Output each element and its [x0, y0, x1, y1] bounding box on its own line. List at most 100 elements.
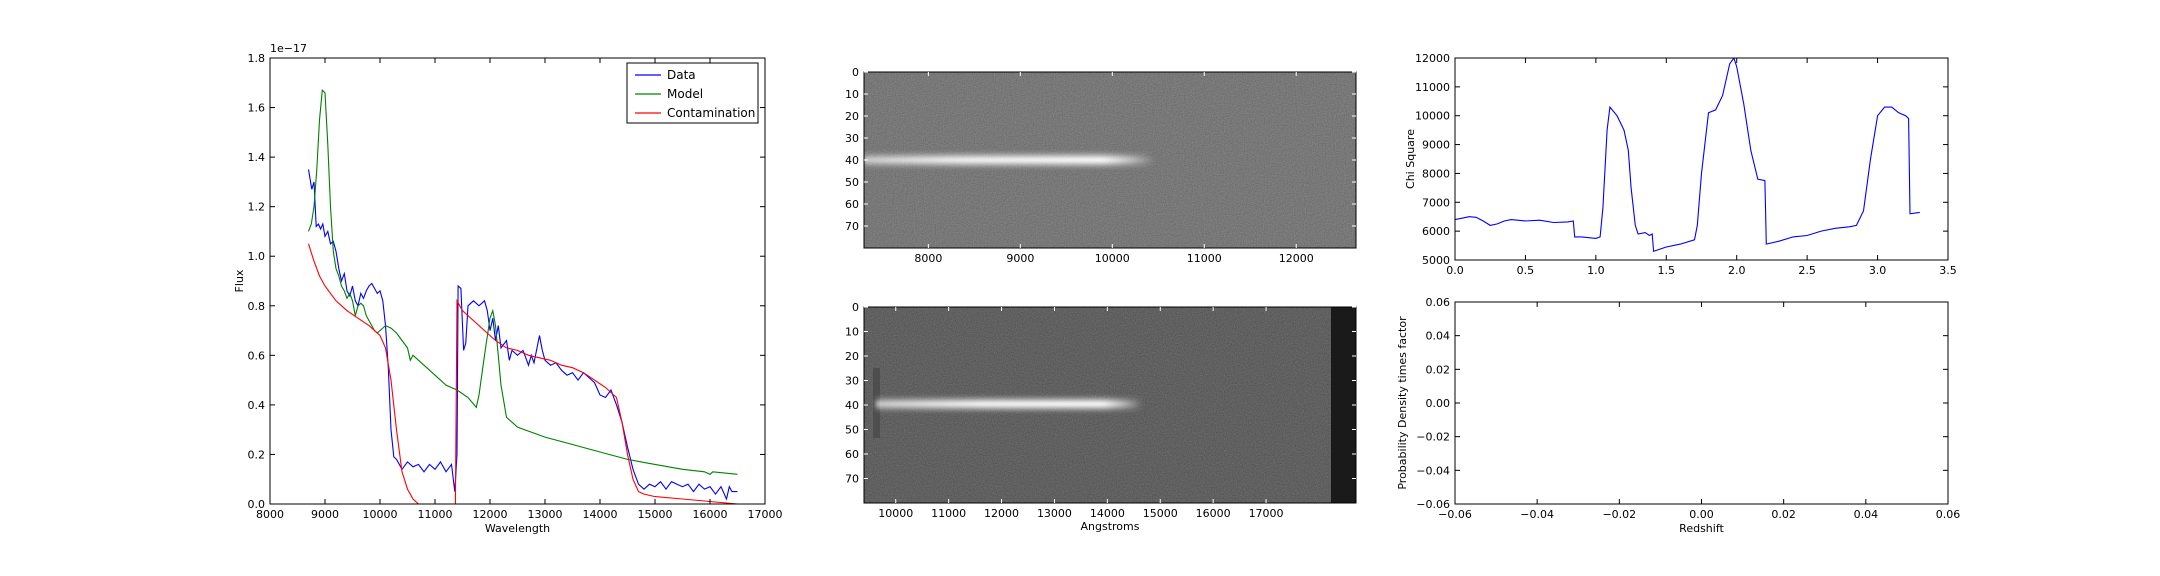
spectrum-ytick-label: 0.4: [248, 399, 266, 412]
spectrum-xtick-label: 16000: [693, 508, 728, 521]
spectrum-xtick-label: 11000: [418, 508, 453, 521]
chi-square-ytick-label: 10000: [1415, 110, 1450, 123]
redshift-pdf-ytick-label: −0.06: [1416, 498, 1450, 511]
legend-label-model: Model: [667, 87, 703, 101]
image-bottom-xtick-label: 14000: [1090, 507, 1125, 520]
chi-square-xtick-label: 2.5: [1798, 264, 1816, 277]
image-bottom-ytick-label: 70: [845, 473, 859, 486]
image-bottom-ytick-label: 40: [845, 399, 859, 412]
redshift-pdf-ytick-label: 0.06: [1426, 296, 1451, 309]
chi-square-ytick-label: 5000: [1422, 254, 1450, 267]
redshift-pdf-x-axis-label: Redshift: [1679, 522, 1724, 535]
spectrum-xtick-label: 12000: [473, 508, 508, 521]
image-bottom-xtick-label: 13000: [1037, 507, 1072, 520]
spectrum-image-bottom: 10000 11000 12000 13000 14000 15000 16000 17000…: [845, 301, 1357, 533]
spectrum-axes-frame: [269, 57, 766, 505]
redshift-pdf-xtick-label: 0.02: [1771, 508, 1796, 521]
image-top-ytick-label: 70: [845, 220, 859, 233]
image-top-xtick-label: 8000: [914, 252, 942, 265]
spectrum-y-axis-label: Flux: [233, 269, 246, 292]
spectrum-image-top: 8000 9000 10000 11000 12000 0 10 20 30 40 50 60 70: [845, 66, 1357, 265]
image-bottom-xtick-label: 15000: [1143, 507, 1178, 520]
image-top-xtick-label: 10000: [1095, 252, 1130, 265]
spectrum-ytick-label: 1.6: [248, 102, 266, 115]
series-line-contamination: [307, 243, 738, 504]
redshift-pdf-axes-frame: [1454, 301, 1949, 505]
chi-square-plot: 0.0 0.5 1.0 1.5 2.0 2.5 3.0 3.5 5000 6000 7000 8000…: [1404, 52, 1957, 277]
redshift-pdf-xtick-label: −0.02: [1602, 508, 1636, 521]
legend-label-data: Data: [667, 68, 696, 82]
redshift-pdf-ytick-label: 0.02: [1426, 363, 1451, 376]
chi-square-xtick-label: 0.0: [1446, 264, 1464, 277]
spectrum-ytick-label: 0.6: [248, 349, 266, 362]
image-bottom-x-axis-label: Angstroms: [1081, 520, 1140, 533]
spectrum-legend: Data Model Contamination: [626, 62, 759, 124]
image-bottom-ytick-label: 20: [845, 350, 859, 363]
spectrum-x-axis-label: Wavelength: [485, 522, 550, 535]
image-bottom-trace: [876, 401, 1142, 407]
image-top-ytick-label: 20: [845, 110, 859, 123]
series-line-data: [307, 169, 738, 501]
spectrum-ytick-label: 1.4: [248, 151, 266, 164]
spectrum-xtick-label: 14000: [583, 508, 618, 521]
chi-square-ytick-label: 11000: [1415, 81, 1450, 94]
image-bottom-xtick-label: 10000: [878, 507, 913, 520]
redshift-pdf-xtick-label: −0.06: [1438, 508, 1472, 521]
chi-square-xtick-label: 2.0: [1728, 264, 1746, 277]
spectrum-series-layer: [307, 89, 738, 504]
image-bottom-ytick-label: 60: [845, 448, 859, 461]
spectrum-ytick-label: 0.2: [248, 448, 266, 461]
spectrum-xtick-label: 17000: [748, 508, 783, 521]
chi-square-xtick-label: 3.0: [1869, 264, 1887, 277]
redshift-pdf-ytick-label: −0.02: [1416, 431, 1450, 444]
redshift-pdf-xtick-label: 0.04: [1854, 508, 1879, 521]
redshift-pdf-plot: −0.06 −0.04 −0.02 0.00 0.02 0.04 0.06 −0.06 −0.0…: [1396, 296, 1960, 535]
spectrum-ytick-label: 0.8: [248, 300, 266, 313]
series-line-model: [307, 89, 738, 475]
image-top-trace: [864, 157, 1154, 163]
image-bottom-ytick-label: 10: [845, 326, 859, 339]
chi-square-xtick-label: 0.5: [1517, 264, 1535, 277]
spectrum-ytick-label: 0.0: [248, 498, 266, 511]
image-top-ytick-label: 0: [852, 66, 859, 79]
redshift-pdf-ytick-label: −0.04: [1416, 464, 1450, 477]
chi-square-ytick-label: 8000: [1422, 167, 1450, 180]
image-top-xtick-label: 11000: [1187, 252, 1222, 265]
image-top-xtick-label: 12000: [1279, 252, 1314, 265]
spectrum-xtick-label: 10000: [363, 508, 398, 521]
redshift-pdf-ytick-label: 0.04: [1426, 330, 1451, 343]
redshift-pdf-xtick-label: 0.06: [1936, 508, 1961, 521]
chi-square-y-axis-label: Chi Square: [1404, 129, 1417, 189]
spectrum-ytick-label: 1.8: [248, 52, 266, 65]
chi-square-axes-frame: [1454, 57, 1949, 261]
spectrum-xtick-label: 15000: [638, 508, 673, 521]
image-bottom-xtick-label: 16000: [1196, 507, 1231, 520]
image-bottom-xtick-label: 17000: [1249, 507, 1284, 520]
spectrum-ytick-label: 1.0: [248, 250, 266, 263]
spectrum-xtick-label: 13000: [528, 508, 563, 521]
chi-square-line: [1455, 58, 1920, 253]
chi-square-series-layer: [1455, 58, 1920, 253]
chi-square-ytick-label: 9000: [1422, 139, 1450, 152]
spectrum-plot: 8000 9000 10000 11000 12000 13000 14000 15000 16…: [233, 42, 783, 535]
image-top-ytick-label: 50: [845, 176, 859, 189]
legend-label-contamination: Contamination: [667, 106, 755, 120]
image-bottom-xtick-label: 12000: [984, 507, 1019, 520]
image-top-xtick-label: 9000: [1006, 252, 1034, 265]
chi-square-xtick-label: 3.5: [1939, 264, 1957, 277]
chi-square-xtick-label: 1.0: [1587, 264, 1605, 277]
spectrum-xtick-label: 8000: [256, 508, 284, 521]
chi-square-ytick-label: 12000: [1415, 52, 1450, 65]
image-bottom-ytick-label: 0: [852, 301, 859, 314]
redshift-pdf-xtick-label: −0.04: [1520, 508, 1554, 521]
legend-box: [626, 62, 759, 124]
spectrum-xtick-label: 9000: [311, 508, 339, 521]
chi-square-ytick-label: 7000: [1422, 196, 1450, 209]
image-bottom-xtick-label: 11000: [931, 507, 966, 520]
image-bottom-blank-strip: [1331, 307, 1356, 503]
spectrum-ytick-label: 1.2: [248, 201, 266, 214]
image-bottom-ytick-label: 50: [845, 424, 859, 437]
image-top-ytick-label: 10: [845, 88, 859, 101]
redshift-pdf-xtick-label: 0.00: [1689, 508, 1714, 521]
